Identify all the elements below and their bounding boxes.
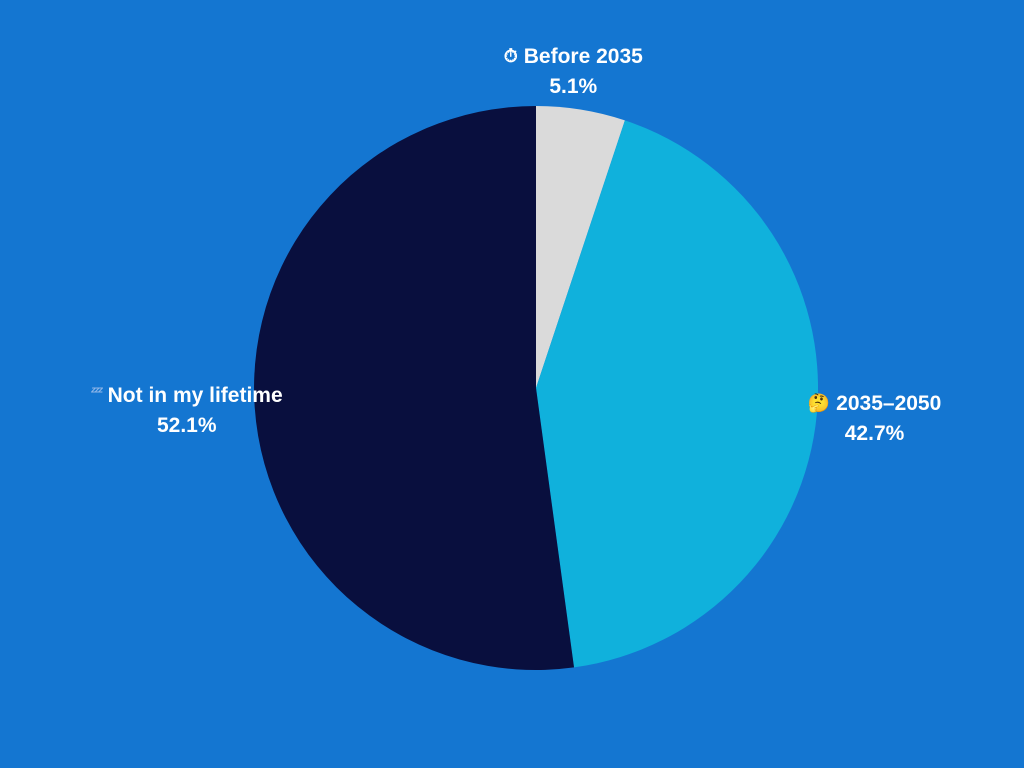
- stopwatch-emoji: ⏱: [503, 46, 518, 67]
- slice-label-title-2: ᶻᶻᶻ Not in my lifetime: [91, 381, 283, 411]
- slice-label-title-0: ⏱ Before 2035: [504, 42, 643, 72]
- pie-slice-1: [536, 120, 819, 668]
- slice-category-label: Before 2035: [523, 45, 643, 69]
- pie-slice-2: [254, 106, 575, 670]
- slice-label-0: ⏱ Before 2035 5.1%: [504, 42, 643, 102]
- slice-percent-label: 42.7%: [844, 422, 905, 446]
- slice-label-1: 🤔 2035–2050 42.7%: [808, 389, 942, 449]
- slice-percent-label: 5.1%: [549, 75, 598, 99]
- slice-label-title-1: 🤔 2035–2050: [808, 389, 942, 419]
- slice-category-label: 2035–2050: [836, 392, 942, 416]
- slice-category-label: Not in my lifetime: [107, 383, 283, 407]
- thinking-face-emoji: 🤔: [807, 393, 831, 414]
- pie-slice-0: [536, 106, 625, 388]
- zzz-emoji: ᶻᶻᶻ: [90, 382, 103, 399]
- slice-percent-label: 52.1%: [156, 413, 217, 437]
- slice-label-2: ᶻᶻᶻ Not in my lifetime 52.1%: [91, 381, 283, 441]
